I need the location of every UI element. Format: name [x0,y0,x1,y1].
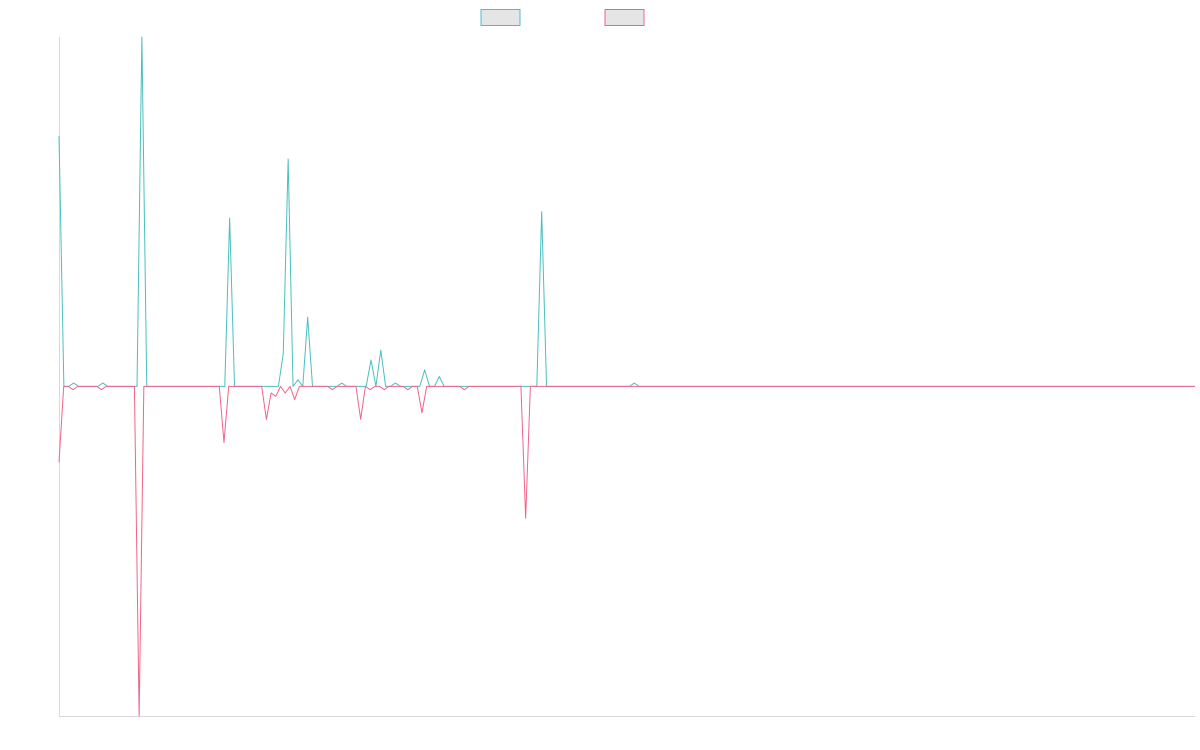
legend-swatch-series-1[interactable] [480,9,521,26]
series-layer [58,36,1195,717]
legend-swatch-series-2[interactable] [604,9,645,26]
series-line-2[interactable] [58,385,1195,717]
legend[interactable] [480,9,645,26]
axes [59,37,1195,717]
series-line-1[interactable] [58,36,1195,387]
